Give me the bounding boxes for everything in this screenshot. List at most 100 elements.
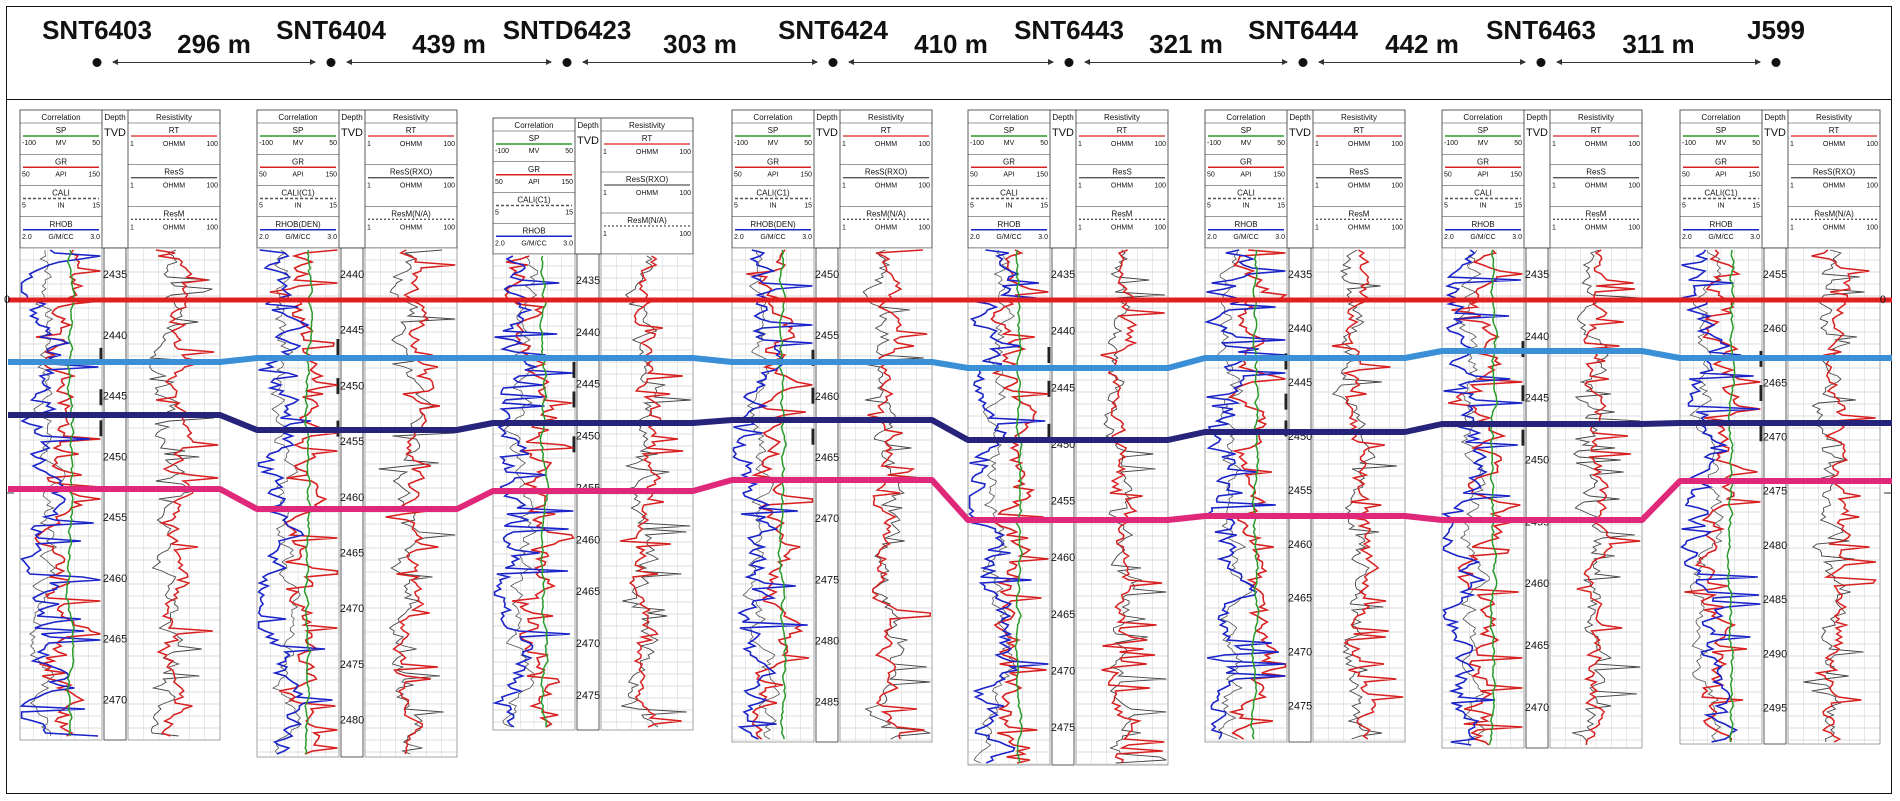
scale-min: 1 [130,224,134,231]
scale-max: 3.0 [1038,234,1048,241]
scale-min: 1 [1552,224,1556,231]
depth-tick: 2465 [1288,593,1312,605]
curve-name-rs: ResS(RXO) [1813,168,1856,177]
scale-max: 50 [1514,140,1522,147]
scale-min: 2.0 [495,240,505,247]
scale-max: 100 [918,141,930,148]
scale-min: 2.0 [970,234,980,241]
rhob-curve [1204,249,1286,740]
scale-unit: OHMM [163,141,185,148]
sp-curve [1250,249,1260,740]
depth-tick: 2445 [340,325,364,337]
rhob-curve [257,249,333,755]
scale-min: 1 [367,141,371,148]
tvd-label: TVD [816,127,838,139]
curve-name-sp: SP [293,126,304,135]
scale-min: 2.0 [1444,234,1454,241]
depth-tick: 2475 [1288,701,1312,713]
depth-tick: 2440 [103,330,127,342]
scale-max: 100 [1391,141,1403,148]
well-location-dot [1771,58,1781,67]
well-spacing-label: 311 m [1622,29,1695,59]
horizon-line [8,477,1892,523]
res-shallow-curve [862,249,931,740]
correlation-panel: SNT6403 SNT6404 SNTD6423 SNT6424 SNT6443 SNT6… [6,6,1892,794]
well-location-dot [1536,58,1546,67]
datum-label: 0 [4,294,10,306]
depth-tick: 2450 [103,451,127,463]
scale-unit: IN [1243,203,1250,210]
scale-min: -100 [734,140,748,147]
curve-name-rhob: RHOB(DEN) [275,220,321,229]
scale-unit: API [1477,171,1488,178]
scale-min: 5 [1682,203,1686,210]
depth-tick: 2465 [1051,609,1075,621]
depth-tick: 2455 [340,436,364,448]
curve-name-rt: RT [642,134,653,143]
depth-tick: 2460 [1763,323,1787,335]
curve-name-rt: RT [881,126,892,135]
depth-tick: 2435 [1051,269,1075,281]
scale-unit: OHMM [1585,224,1607,231]
gr-curve [1684,249,1761,743]
scale-unit: OHMM [875,224,897,231]
well-name: SNT6404 [276,15,386,45]
scale-min: 1 [1790,183,1794,190]
scale-unit: IN [770,203,777,210]
scale-min: 5 [495,210,499,217]
curve-name-rm: ResM(N/A) [391,209,431,218]
curve-name-gr: GR [1003,157,1015,166]
curve-name-sp: SP [768,126,779,135]
scale-max: 100 [1866,183,1878,190]
scale-max: 100 [1866,224,1878,231]
curve-name-rt: RT [169,126,180,135]
scale-unit: MV [768,140,779,147]
well-log-SNT6424: Correlation Depth Resistivity TVD SP -100 MV 50… [731,109,933,743]
sp-curve [1014,249,1023,764]
depth-tick: 2460 [1288,539,1312,551]
well-location-dot [562,58,572,67]
scale-max: 15 [329,203,337,210]
scale-max: 100 [679,190,691,197]
scale-min: 2.0 [259,234,269,241]
column-title: Correlation [989,113,1028,122]
scale-min: -100 [970,140,984,147]
scale-max: 50 [804,140,812,147]
curve-name-cali: CALI(C1) [281,189,315,198]
well-spacing-arrow [1318,59,1526,65]
depth-tick: 2455 [1763,269,1787,281]
curve-name-rt: RT [1829,126,1840,135]
depth-tick: 2440 [1288,323,1312,335]
curve-name-cali: CALI(C1) [756,189,790,198]
scale-unit: G/M/CC [1708,234,1733,241]
log-header: Correlation Depth Resistivity TVD SP -100 MV 50… [1441,109,1643,249]
scale-max: 15 [1752,203,1760,210]
rhob-curve [732,249,813,740]
column-title: Depth [1289,113,1310,122]
curve-name-rs: ResS(RXO) [390,168,433,177]
curve-name-rhob: RHOB [49,220,72,229]
depth-tick: 2435 [1525,269,1549,281]
scale-max: 150 [88,171,100,178]
depth-tick: 2480 [1763,540,1787,552]
scale-min: 50 [970,171,978,178]
scale-unit: OHMM [1585,183,1607,190]
log-header: Correlation Depth Resistivity TVD SP -100 MV 50… [492,117,694,255]
scale-max: 100 [1154,183,1166,190]
scale-min: 1 [367,224,371,231]
column-title: Depth [341,113,362,122]
scale-unit: OHMM [1823,183,1845,190]
scale-min: 50 [22,171,30,178]
well-spacing-arrow [582,59,818,65]
column-title: Resistivity [393,113,429,122]
well-log-SNT6443: Correlation Depth Resistivity TVD SP -100 MV 50… [967,109,1169,766]
well-log-SNT6404: Correlation Depth Resistivity TVD SP -100 MV 50… [256,109,458,758]
scale-max: 3.0 [1750,234,1760,241]
curve-name-sp: SP [1241,126,1252,135]
depth-tick: 2475 [1763,486,1787,498]
column-title: Correlation [514,121,553,130]
cali-curve [1456,249,1490,746]
curve-name-rs: ResS [1349,168,1369,177]
curve-name-rs: ResS [1112,168,1132,177]
depth-tick: 2440 [340,269,364,281]
